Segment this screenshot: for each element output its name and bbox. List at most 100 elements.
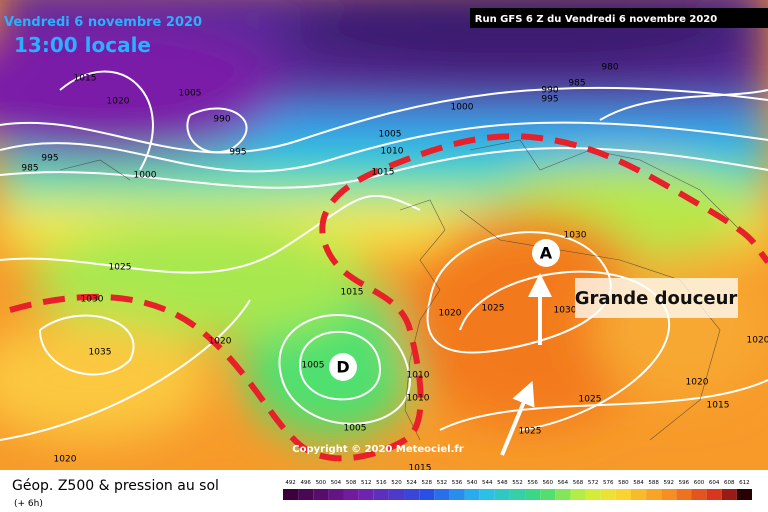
scale-cell	[555, 489, 571, 500]
run: Run GFS 6 Z du Vendredi 6 novembre 2020	[475, 14, 717, 25]
color-scale: 492 496 500 504 508 512 516 520 524 528 532 536 540 5…	[283, 480, 752, 500]
isobar-label: 1025	[482, 304, 505, 314]
scale-label: 540	[467, 480, 478, 486]
low-label: D	[336, 358, 349, 377]
scale-cell	[283, 489, 299, 500]
isobar-label: 1000	[134, 171, 157, 181]
scale-label: 544	[482, 480, 493, 486]
scale-label: 504	[331, 480, 342, 486]
isobar-label: 1025	[579, 395, 602, 405]
isobar-label: 1030	[81, 295, 104, 305]
scale-label: 500	[316, 480, 327, 486]
field-background	[0, 0, 768, 470]
isobar-label: 1005	[344, 424, 367, 434]
isobar-label: 1020	[747, 336, 768, 346]
isobar-label: 1020	[54, 455, 77, 465]
scale-cell	[358, 489, 374, 500]
isobar-label: 1005	[302, 361, 325, 371]
isobar-label: 980	[601, 63, 618, 73]
scale-cell	[434, 489, 450, 500]
scale-label: 600	[694, 480, 705, 486]
isobar-label: 1000	[451, 103, 474, 113]
scale-label: 612	[739, 480, 750, 486]
flow-arrow	[500, 380, 535, 456]
scale-cell	[404, 489, 420, 500]
footer-subtitle: (+ 6h)	[14, 499, 43, 509]
isobar-label: 1015	[341, 288, 364, 298]
high-label: A	[540, 244, 553, 263]
scale-cell	[464, 489, 480, 500]
scale-label: 588	[648, 480, 659, 486]
scale-cell	[509, 489, 526, 500]
scale-label: 564	[558, 480, 569, 486]
scale-cell	[298, 489, 314, 500]
scale-label: 568	[573, 480, 584, 486]
note: Grande douceur	[575, 288, 738, 309]
high-marker	[532, 239, 560, 267]
scale-cell	[373, 489, 389, 500]
isobar-label: 1005	[379, 130, 402, 140]
scale-label: 528	[421, 480, 432, 486]
scale-label: 548	[497, 480, 508, 486]
isobar-label: 990	[541, 86, 558, 96]
isobar-label: 1015	[707, 401, 730, 411]
isobar-label: 1030	[554, 306, 577, 316]
isobar-label: 985	[568, 79, 585, 89]
scale-label: 492	[285, 480, 296, 486]
scale-cell	[600, 489, 616, 500]
scale-label: 496	[300, 480, 311, 486]
scale-label: 580	[618, 480, 629, 486]
scale-cell	[343, 489, 359, 500]
isobar-label: 1030	[564, 231, 587, 241]
scale-label: 592	[664, 480, 675, 486]
scale-label: 596	[679, 480, 690, 486]
scale-label: 560	[543, 480, 554, 486]
scale-label: 516	[376, 480, 387, 486]
scale-label: 520	[391, 480, 402, 486]
scale-cell	[706, 489, 722, 500]
time: 13:00 locale	[14, 33, 151, 57]
scale-cell	[691, 489, 707, 500]
scale-cell	[676, 489, 692, 500]
isobar-label: 1015	[409, 464, 432, 474]
scale-cell	[419, 489, 435, 500]
scale-label: 608	[724, 480, 735, 486]
scale-label: 556	[527, 480, 538, 486]
scale-cell	[661, 489, 677, 500]
scale-cell	[570, 489, 586, 500]
scale-cell	[736, 489, 752, 500]
scale-label: 552	[512, 480, 523, 486]
scale-cell	[328, 489, 344, 500]
copyright: Copyright © 2020 Meteociel.fr	[292, 444, 463, 455]
scale-cell	[494, 489, 510, 500]
scale-cell	[388, 489, 405, 500]
scale-label: 536	[452, 480, 463, 486]
scale-cell	[630, 489, 647, 500]
isobar-label: 995	[41, 154, 58, 164]
footer-title: Géop. Z500 & pression au sol	[12, 478, 219, 494]
scale-cell	[721, 489, 737, 500]
isobar-label: 1020	[686, 378, 709, 388]
isobar-label: 1005	[179, 89, 202, 99]
isobar-label: 995	[541, 95, 558, 105]
scale-cell	[615, 489, 631, 500]
isobar-label: 990	[213, 115, 230, 125]
isobar-label: 1025	[519, 427, 542, 437]
isobar-label: 1015	[372, 168, 395, 178]
isobar-label: 1020	[107, 97, 130, 107]
isobar-label: 1010	[381, 147, 404, 157]
low-marker	[329, 353, 357, 381]
scale-label: 576	[603, 480, 614, 486]
isobar-label: 1020	[439, 309, 462, 319]
scale-label: 604	[709, 480, 720, 486]
scale-cell	[313, 489, 329, 500]
isobar-label: 1015	[74, 74, 97, 84]
isobar-label: 985	[21, 164, 38, 174]
run-box	[470, 8, 768, 28]
scale-cell	[525, 489, 541, 500]
warm-air-boundary	[9, 133, 768, 462]
isobar-label: 1010	[407, 371, 430, 381]
scale-cell	[585, 489, 601, 500]
scale-cell	[479, 489, 495, 500]
